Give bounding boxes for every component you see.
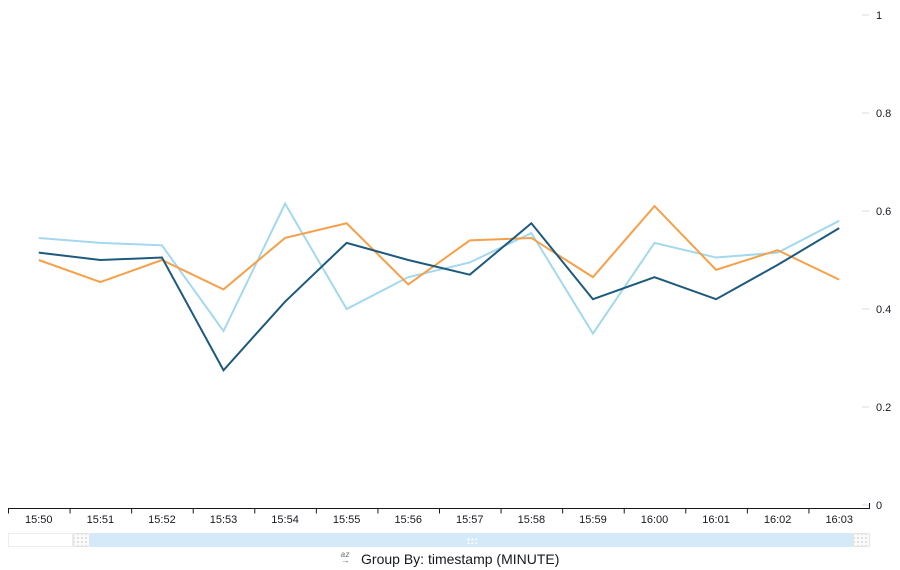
x-axis-tick-label: 16:00 [641, 514, 669, 526]
y-axis-tick-label: 0.4 [876, 304, 891, 316]
y-axis-tick-label: 0.6 [876, 206, 891, 218]
orange-series [38, 204, 840, 291]
x-axis-tick-label: 16:02 [764, 514, 792, 526]
scrollbar-grip-dots-icon [466, 536, 477, 544]
y-axis-tick-label: 0 [876, 500, 882, 512]
x-axis-tick-label: 16:01 [702, 514, 730, 526]
x-axis-tick-label: 15:57 [456, 514, 484, 526]
group-by-label: Group By: timestamp (MINUTE) [361, 551, 560, 567]
chart-canvas[interactable]: 0 0.2 0.4 0.6 0.8 1 15:50 15:51 15:52 15:53 15:54 1… [0, 0, 900, 530]
y-axis-tick-label: 0.2 [876, 402, 891, 414]
scrollbar-selected-range[interactable] [90, 533, 853, 547]
dark-blue-series [38, 221, 840, 372]
x-axis-tick-label: 15:52 [148, 514, 176, 526]
scrollbar-right-handle[interactable] [853, 533, 870, 547]
x-axis-tick-label: 15:53 [210, 514, 238, 526]
x-axis-tick-label: 15:56 [394, 514, 422, 526]
scrollbar-left-handle[interactable] [73, 533, 90, 547]
y-axis-tick-label: 0.8 [876, 108, 891, 120]
x-axis-line [8, 503, 870, 509]
x-axis-tick-label: 16:03 [825, 514, 853, 526]
light-blue-series [38, 201, 840, 336]
chart-footer: az → Group By: timestamp (MINUTE) [0, 548, 900, 570]
time-range-scrollbar[interactable] [8, 533, 870, 547]
sort-az-icon: az → [340, 550, 351, 565]
x-axis-tick-label: 15:59 [579, 514, 607, 526]
x-axis-tick-label: 15:54 [271, 514, 299, 526]
timeseries-chart[interactable]: 0 0.2 0.4 0.6 0.8 1 15:50 15:51 15:52 15:53 15:54 1… [0, 0, 900, 530]
x-axis-tick-label: 15:51 [87, 514, 115, 526]
scrollbar-track-unselected[interactable] [8, 533, 73, 547]
y-axis-tick-label: 1 [876, 10, 882, 22]
x-axis-tick-label: 15:50 [25, 514, 53, 526]
x-axis-tick-label: 15:55 [333, 514, 361, 526]
x-axis-tick-label: 15:58 [518, 514, 546, 526]
